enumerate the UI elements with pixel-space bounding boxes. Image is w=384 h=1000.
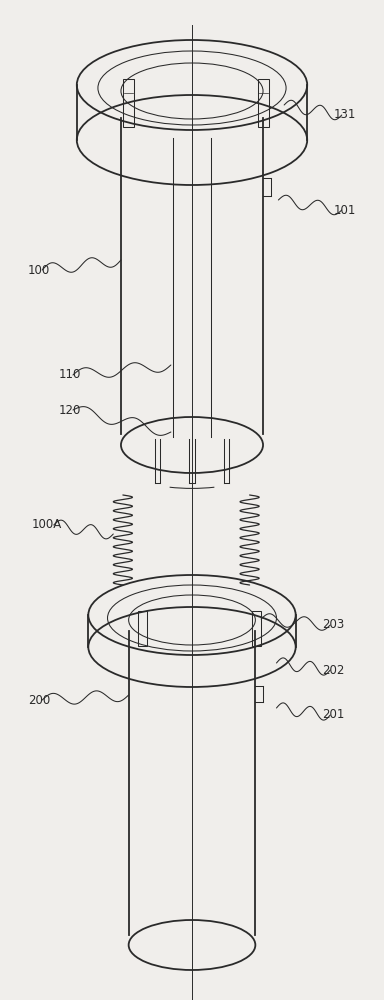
Text: 100: 100 xyxy=(28,263,50,276)
Text: 202: 202 xyxy=(323,664,345,676)
Text: 101: 101 xyxy=(334,204,356,217)
Text: 201: 201 xyxy=(323,708,345,722)
Text: 203: 203 xyxy=(323,618,345,632)
Text: 100A: 100A xyxy=(31,518,61,532)
Text: 120: 120 xyxy=(58,403,81,416)
Text: 200: 200 xyxy=(28,694,50,706)
Text: 110: 110 xyxy=(58,368,81,381)
Text: 131: 131 xyxy=(334,108,356,121)
